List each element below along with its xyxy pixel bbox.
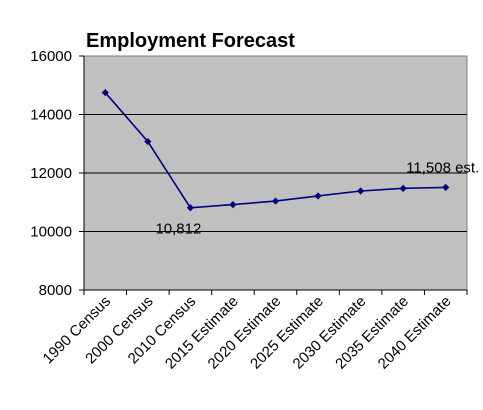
y-tick-label: 10000 bbox=[30, 224, 72, 241]
y-tick-label: 14000 bbox=[30, 107, 72, 124]
y-tick-label: 16000 bbox=[30, 48, 72, 65]
y-tick-label: 12000 bbox=[30, 165, 72, 182]
data-point bbox=[399, 184, 407, 192]
data-point bbox=[442, 183, 450, 191]
data-point bbox=[314, 192, 322, 200]
chart-title: Employment Forecast bbox=[86, 30, 295, 52]
series bbox=[101, 88, 450, 212]
labels: 10,812 11,508 est. bbox=[155, 159, 479, 237]
data-label: 10,812 bbox=[155, 221, 201, 238]
data-point bbox=[229, 200, 237, 209]
data-label: 11,508 est. bbox=[406, 159, 479, 176]
data-point bbox=[271, 197, 280, 205]
data-point bbox=[357, 187, 365, 195]
gridlines bbox=[84, 114, 467, 232]
data-point bbox=[144, 137, 152, 146]
data-point bbox=[101, 88, 109, 97]
data-point bbox=[186, 204, 194, 212]
y-tick-label: 8000 bbox=[39, 282, 72, 299]
